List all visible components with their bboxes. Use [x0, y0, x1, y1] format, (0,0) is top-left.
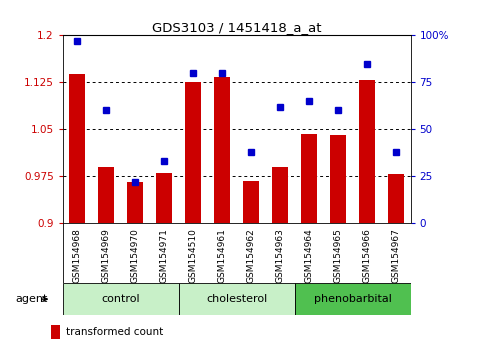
Bar — [301, 133, 317, 223]
Text: GSM154970: GSM154970 — [131, 228, 140, 283]
Text: cholesterol: cholesterol — [206, 294, 267, 304]
Bar — [243, 181, 259, 223]
Bar — [272, 167, 288, 223]
Text: GSM154966: GSM154966 — [363, 228, 371, 283]
Bar — [330, 136, 346, 223]
Text: phenobarbital: phenobarbital — [313, 294, 392, 304]
Text: GSM154510: GSM154510 — [189, 228, 198, 283]
Bar — [70, 74, 85, 223]
Bar — [128, 182, 143, 223]
Text: control: control — [101, 294, 140, 304]
Text: GSM154961: GSM154961 — [218, 228, 227, 283]
Text: GSM154968: GSM154968 — [73, 228, 82, 283]
Bar — [99, 167, 114, 223]
Text: GSM154963: GSM154963 — [276, 228, 284, 283]
Text: GSM154967: GSM154967 — [392, 228, 400, 283]
Bar — [51, 325, 60, 339]
Bar — [359, 80, 375, 223]
Bar — [214, 77, 230, 223]
Bar — [63, 283, 179, 315]
Title: GDS3103 / 1451418_a_at: GDS3103 / 1451418_a_at — [152, 21, 321, 34]
Text: GSM154971: GSM154971 — [160, 228, 169, 283]
Bar — [295, 283, 411, 315]
Text: transformed count: transformed count — [66, 327, 164, 337]
Text: GSM154969: GSM154969 — [102, 228, 111, 283]
Text: GSM154965: GSM154965 — [334, 228, 342, 283]
Text: GSM154962: GSM154962 — [247, 228, 256, 282]
Bar — [179, 283, 295, 315]
Text: GSM154964: GSM154964 — [305, 228, 313, 282]
Bar — [388, 174, 404, 223]
Bar — [185, 82, 201, 223]
Text: agent: agent — [15, 294, 48, 304]
Bar — [156, 173, 172, 223]
